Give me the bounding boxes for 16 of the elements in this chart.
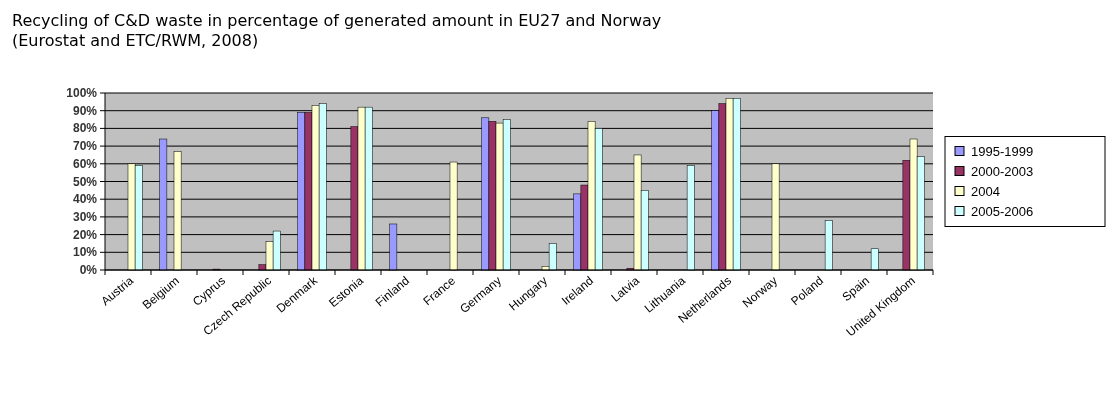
y-tick-label: 40%: [72, 192, 98, 207]
y-tick-label: 60%: [72, 156, 98, 171]
chart-title: Recycling of C&D waste in percentage of generated amount in EU27 and Norway (Eurostat and ETC/RWM, 2008): [12, 11, 662, 50]
y-tick-label: 30%: [72, 209, 98, 224]
y-tick-label: 90%: [72, 103, 98, 118]
y-tick-label: 10%: [72, 245, 98, 260]
y-tick-label: 80%: [72, 121, 98, 136]
y-tick-label: 0%: [79, 263, 98, 277]
legend-label: 2004: [971, 183, 1000, 199]
y-tick-label: 70%: [72, 139, 98, 154]
legend-label: 2000-2003: [971, 163, 1034, 179]
legend-label: 1995-1999: [971, 143, 1034, 159]
y-tick-label: 100%: [66, 86, 98, 100]
legend-label: 2005-2006: [971, 203, 1034, 219]
y-tick-label: 20%: [72, 227, 98, 242]
y-tick-label: 50%: [72, 174, 98, 189]
